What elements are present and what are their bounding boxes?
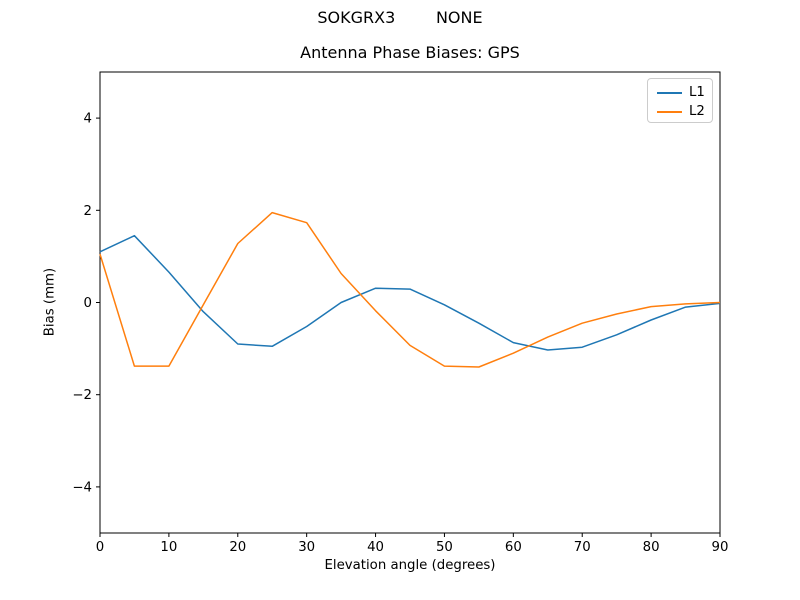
chart-title: Antenna Phase Biases: GPS — [300, 43, 520, 62]
x-tick-label: 80 — [643, 540, 660, 555]
axes-frame — [99, 71, 721, 534]
x-tick-label: 0 — [96, 540, 104, 555]
x-tick-label: 10 — [160, 540, 177, 555]
x-tick-label: 60 — [505, 540, 522, 555]
x-tick-label: 40 — [367, 540, 384, 555]
legend-label-l2: L2 — [689, 103, 705, 119]
legend-item-l2: L2 — [657, 102, 705, 121]
x-tick-label: 50 — [436, 540, 453, 555]
series-line-l1 — [99, 234, 721, 351]
x-tick-label: 30 — [298, 540, 315, 555]
legend-item-l1: L1 — [657, 83, 705, 102]
x-tick-label: 20 — [229, 540, 246, 555]
legend: L1 L2 — [647, 78, 713, 123]
y-tick-label: −4 — [72, 480, 92, 495]
legend-line-swatch-l1 — [657, 91, 682, 94]
series-line-l2 — [99, 211, 721, 368]
x-axis-label: Elevation angle (degrees) — [324, 558, 496, 573]
y-tick-label: 4 — [84, 112, 92, 127]
y-tick-label: −2 — [72, 388, 92, 403]
x-tick-label: 90 — [712, 540, 729, 555]
x-tick-label: 70 — [574, 540, 591, 555]
y-tick-label: 2 — [84, 204, 92, 219]
legend-line-swatch-l2 — [657, 110, 682, 113]
y-tick-label: 0 — [84, 296, 92, 311]
legend-label-l1: L1 — [689, 84, 705, 100]
figure-suptitle: SOKGRX3 NONE — [317, 8, 483, 27]
y-axis-label: Bias (mm) — [42, 267, 58, 337]
